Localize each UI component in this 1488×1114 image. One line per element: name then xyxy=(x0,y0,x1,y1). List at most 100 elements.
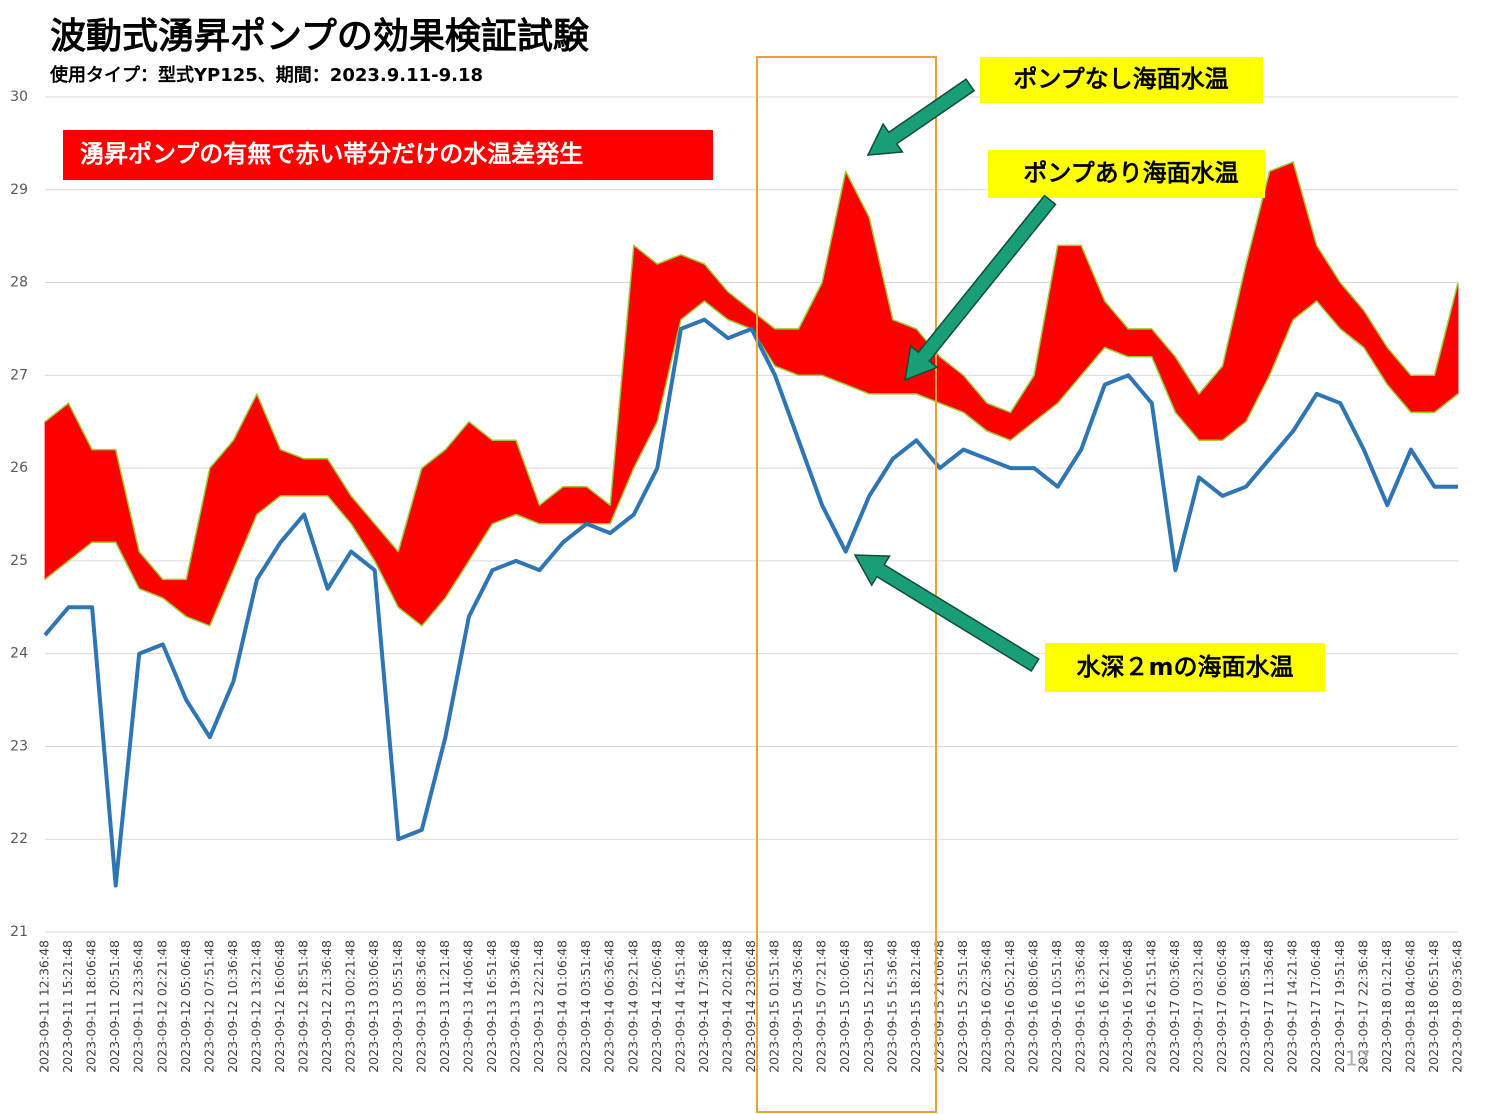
x-tick-label: 2023-09-13 05:51:48 xyxy=(390,940,405,1073)
band-segment xyxy=(44,402,69,581)
x-tick-label: 2023-09-16 10:51:48 xyxy=(1049,940,1064,1073)
band-segment xyxy=(798,282,823,376)
band-segment xyxy=(633,244,658,469)
x-tick-label: 2023-09-18 09:36:48 xyxy=(1450,940,1465,1073)
x-tick-label: 2023-09-14 20:21:48 xyxy=(719,940,734,1073)
x-tick-label: 2023-09-12 02:21:48 xyxy=(154,940,169,1073)
x-tick-label: 2023-09-16 08:06:48 xyxy=(1026,940,1041,1073)
x-tick-label: 2023-09-11 18:06:48 xyxy=(84,940,99,1073)
callout-box xyxy=(988,150,1265,198)
x-tick-label: 2023-09-11 20:51:48 xyxy=(107,940,122,1073)
x-tick-label: 2023-09-15 18:21:48 xyxy=(908,940,923,1073)
callout: ポンプなし海面水温 xyxy=(1013,65,1228,93)
callout: ポンプあり海面水温 xyxy=(1023,159,1238,187)
y-tick-label: 28 xyxy=(10,275,28,291)
band-segment xyxy=(845,171,870,395)
band-segment xyxy=(397,468,423,627)
band-segment xyxy=(256,393,281,516)
x-tick-label: 2023-09-11 12:36:48 xyxy=(37,940,52,1073)
x-tick-label: 2023-09-17 08:51:48 xyxy=(1238,940,1253,1073)
y-tick-label: 27 xyxy=(10,367,28,383)
x-tick-label: 2023-09-16 13:36:48 xyxy=(1073,940,1088,1073)
x-tick-label: 2023-09-16 02:36:48 xyxy=(979,940,994,1073)
band-segment xyxy=(515,440,540,525)
x-tick-label: 2023-09-15 12:51:48 xyxy=(861,940,876,1073)
x-tick-label: 2023-09-12 05:06:48 xyxy=(178,940,193,1073)
band-segment xyxy=(1269,161,1294,376)
note: 湧昇ポンプの有無で赤い帯分だけの水温差発生 xyxy=(80,140,583,168)
band-segment xyxy=(421,448,446,627)
x-tick-label: 2023-09-14 17:36:48 xyxy=(696,940,711,1073)
arrow xyxy=(853,554,1040,673)
chart-subtitle: 使用タイプ：型式YP125、期間：2023.9.11-9.18 xyxy=(49,64,483,86)
x-tick-label: 2023-09-14 06:36:48 xyxy=(602,940,617,1073)
band-segment xyxy=(280,448,305,497)
band-segment xyxy=(1434,282,1459,414)
highlight-box xyxy=(756,56,937,1113)
band-segment xyxy=(468,420,493,563)
chart-title: 波動式湧昇ポンプの効果検証試験 xyxy=(50,15,590,57)
x-tick-label: 2023-09-15 07:21:48 xyxy=(814,940,829,1073)
x-tick-label: 2023-09-17 11:36:48 xyxy=(1261,940,1276,1073)
callout-box xyxy=(1045,643,1325,692)
band-segment xyxy=(1292,161,1318,321)
band-segment xyxy=(1316,244,1341,331)
callout-box xyxy=(980,57,1263,103)
y-tick-label: 24 xyxy=(10,646,28,662)
y-tick-label: 25 xyxy=(10,553,28,569)
band-segment xyxy=(1198,364,1223,441)
band-segment xyxy=(492,439,517,525)
x-tick-label: 2023-09-15 15:36:48 xyxy=(884,940,899,1073)
x-tick-label: 2023-09-12 10:36:48 xyxy=(225,940,240,1073)
x-tick-label: 2023-09-18 01:21:48 xyxy=(1379,940,1394,1073)
x-tick-label: 2023-09-17 22:36:48 xyxy=(1355,940,1370,1073)
y-tick-label: 21 xyxy=(10,924,28,940)
x-tick-label: 2023-09-17 03:21:48 xyxy=(1190,940,1205,1073)
x-tick-label: 2023-09-13 03:06:48 xyxy=(366,940,381,1073)
x-tick-label: 2023-09-13 22:21:48 xyxy=(531,940,546,1073)
band-segment xyxy=(185,468,211,627)
page-number: 17 xyxy=(1345,1047,1370,1071)
x-tick-label: 2023-09-17 14:21:48 xyxy=(1285,940,1300,1073)
arrow xyxy=(866,78,976,156)
y-tick-label: 29 xyxy=(10,182,28,198)
band-segment xyxy=(774,328,799,376)
band-segment xyxy=(963,374,988,432)
series-line xyxy=(43,317,1458,888)
band-segment xyxy=(1033,245,1059,423)
x-tick-label: 2023-09-14 03:51:48 xyxy=(578,940,593,1073)
x-tick-label: 2023-09-15 21:06:48 xyxy=(931,940,946,1073)
x-tick-label: 2023-09-17 00:36:48 xyxy=(1167,940,1182,1073)
callout: 水深２mの海面水温 xyxy=(1076,653,1293,681)
x-tick-label: 2023-09-12 07:51:48 xyxy=(201,940,216,1073)
band-segment xyxy=(1386,346,1412,414)
band-segment xyxy=(539,485,564,525)
x-tick-label: 2023-09-17 06:06:48 xyxy=(1214,940,1229,1073)
x-tick-label: 2023-09-12 21:36:48 xyxy=(319,940,334,1073)
x-tick-label: 2023-09-15 23:51:48 xyxy=(955,940,970,1073)
x-tick-label: 2023-09-17 19:51:48 xyxy=(1332,940,1347,1073)
y-tick-label: 26 xyxy=(10,460,28,476)
y-tick-label: 30 xyxy=(10,89,28,105)
band-segment xyxy=(1151,327,1176,413)
band-segment xyxy=(1127,328,1153,358)
x-tick-label: 2023-09-15 01:51:48 xyxy=(767,940,782,1073)
band-segment xyxy=(821,171,847,386)
x-tick-label: 2023-09-12 16:06:48 xyxy=(272,940,287,1073)
x-tick-label: 2023-09-13 14:06:48 xyxy=(460,940,475,1073)
band-segment xyxy=(727,291,752,330)
y-tick-label: 22 xyxy=(10,831,28,847)
x-tick-label: 2023-09-18 04:06:48 xyxy=(1402,940,1417,1073)
x-tick-label: 2023-09-16 19:06:48 xyxy=(1120,940,1135,1073)
x-tick-label: 2023-09-15 10:06:48 xyxy=(837,940,852,1073)
x-tick-label: 2023-09-13 16:51:48 xyxy=(484,940,499,1073)
x-tick-label: 2023-09-14 23:06:48 xyxy=(743,940,758,1073)
band-segment xyxy=(91,449,117,543)
note-box xyxy=(63,130,713,180)
x-tick-label: 2023-09-11 15:21:48 xyxy=(60,940,75,1073)
x-tick-label: 2023-09-16 05:21:48 xyxy=(1002,940,1017,1073)
band-segment xyxy=(1363,309,1388,386)
band-segment xyxy=(444,420,470,600)
band-segment xyxy=(162,579,187,618)
band-segment xyxy=(1175,355,1200,442)
